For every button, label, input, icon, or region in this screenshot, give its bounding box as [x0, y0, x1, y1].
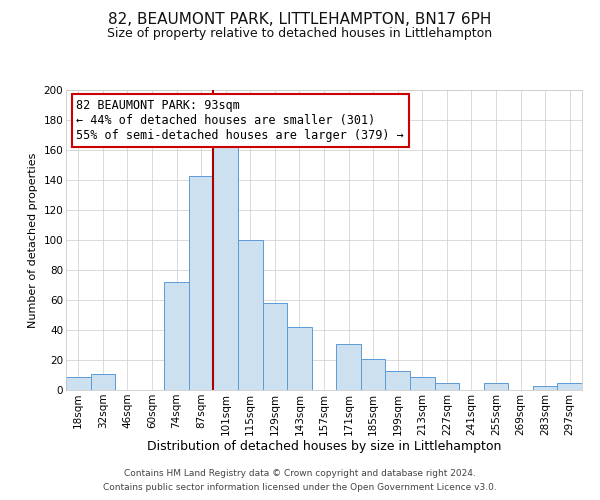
Text: Contains public sector information licensed under the Open Government Licence v3: Contains public sector information licen… — [103, 484, 497, 492]
Bar — [164, 282, 189, 390]
Bar — [214, 138, 238, 390]
Text: 82 BEAUMONT PARK: 93sqm
← 44% of detached houses are smaller (301)
55% of semi-d: 82 BEAUMONT PARK: 93sqm ← 44% of detache… — [76, 99, 404, 142]
Text: Size of property relative to detached houses in Littlehampton: Size of property relative to detached ho… — [107, 28, 493, 40]
Bar — [287, 327, 312, 390]
Bar — [557, 382, 582, 390]
Bar — [361, 358, 385, 390]
Bar — [66, 376, 91, 390]
Bar — [484, 382, 508, 390]
X-axis label: Distribution of detached houses by size in Littlehampton: Distribution of detached houses by size … — [147, 440, 501, 454]
Bar — [189, 176, 214, 390]
Y-axis label: Number of detached properties: Number of detached properties — [28, 152, 38, 328]
Bar — [410, 376, 434, 390]
Text: 82, BEAUMONT PARK, LITTLEHAMPTON, BN17 6PH: 82, BEAUMONT PARK, LITTLEHAMPTON, BN17 6… — [109, 12, 491, 28]
Bar — [336, 344, 361, 390]
Bar — [434, 382, 459, 390]
Bar — [238, 240, 263, 390]
Bar — [263, 303, 287, 390]
Bar — [385, 370, 410, 390]
Text: Contains HM Land Registry data © Crown copyright and database right 2024.: Contains HM Land Registry data © Crown c… — [124, 468, 476, 477]
Bar — [533, 386, 557, 390]
Bar — [91, 374, 115, 390]
